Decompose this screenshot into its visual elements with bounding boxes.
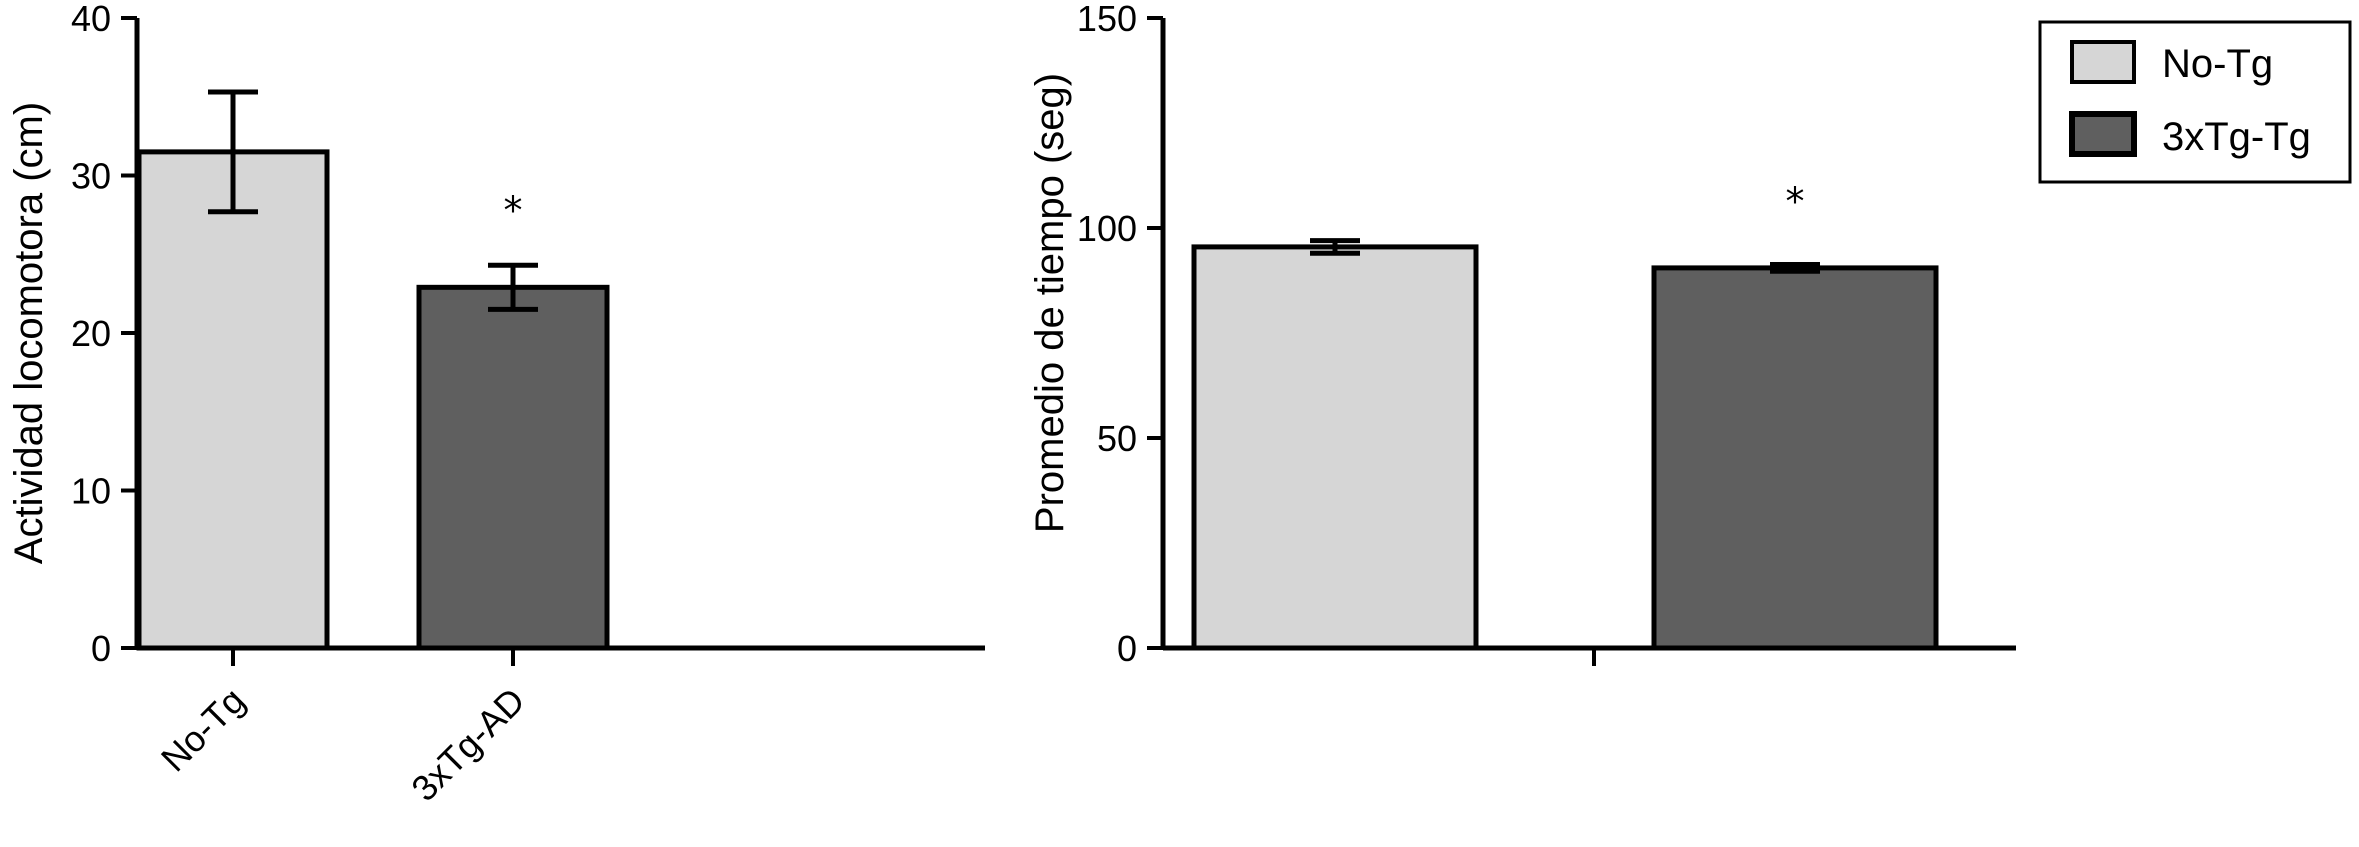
error-bar — [208, 89, 258, 215]
significance-marker: * — [1786, 180, 1805, 224]
legend-label-no-tg: No-Tg — [2162, 42, 2273, 86]
x-category-label: 3xTg-AD — [403, 680, 532, 809]
bar-3xtg — [1651, 265, 1939, 651]
significance-marker: * — [504, 188, 523, 232]
y-tick-label: 30 — [71, 156, 111, 197]
y-tick-label: 0 — [1117, 628, 1137, 669]
x-category-label: No-Tg — [153, 680, 253, 780]
error-bar — [1770, 262, 1820, 274]
chart-locomotor-activity: 0 10 20 30 40 No-Tg * 3xTg-AD Actividad locomo… — [7, 0, 985, 809]
bar-3xtg — [416, 284, 610, 651]
bar-no-tg — [136, 149, 330, 651]
y-axis-title-left: Actividad locomotora (cm) — [7, 102, 51, 564]
legend: No-Tg 3xTg-Tg — [2038, 20, 2352, 184]
y-tick-label: 50 — [1097, 418, 1137, 459]
legend-swatch-no-tg — [2070, 40, 2136, 84]
y-tick-label: 100 — [1077, 208, 1137, 249]
y-tick-label: 10 — [71, 471, 111, 512]
y-tick-label: 150 — [1077, 0, 1137, 39]
bar-no-tg — [1191, 244, 1479, 651]
chart-average-time: 0 50 100 150 * Promedio de tiempo (seg) — [1028, 0, 2016, 669]
legend-swatch-3xtg — [2069, 111, 2137, 157]
error-bar — [1310, 238, 1360, 256]
y-tick-label: 0 — [91, 628, 111, 669]
y-axis-title-right: Promedio de tiempo (seg) — [1028, 73, 1072, 533]
legend-label-3xtg: 3xTg-Tg — [2162, 115, 2311, 159]
y-tick-label: 20 — [71, 313, 111, 354]
error-bar — [488, 262, 538, 312]
y-tick-label: 40 — [71, 0, 111, 39]
